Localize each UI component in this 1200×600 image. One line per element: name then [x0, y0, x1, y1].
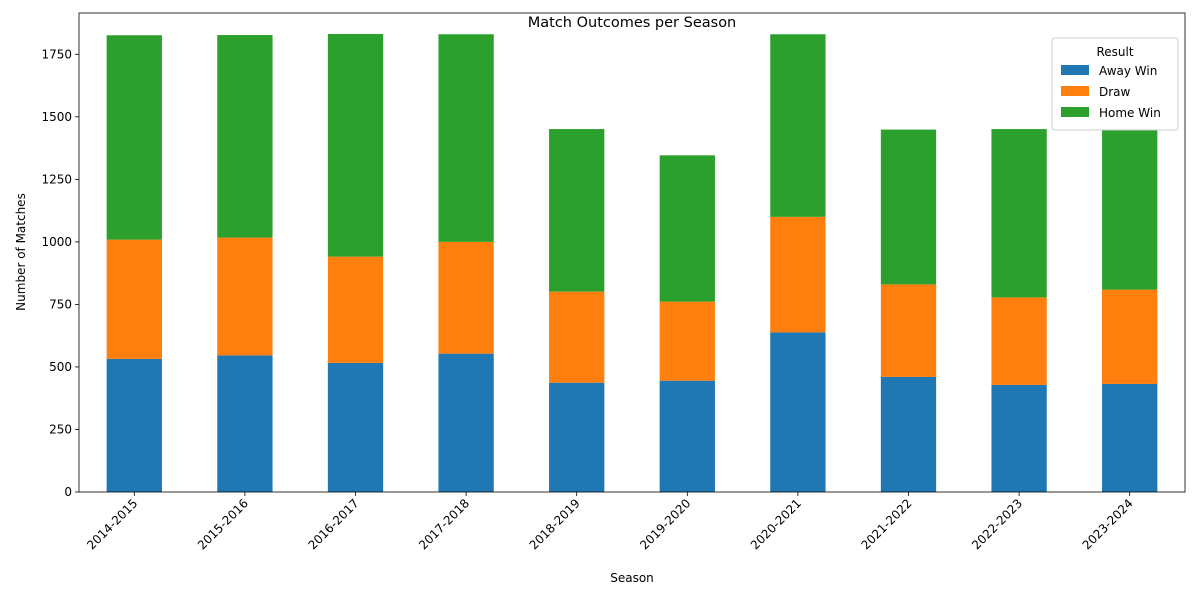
- plot-frame: [78, 12, 1186, 493]
- bar-away-win-2018-2019: [549, 382, 605, 492]
- x-axis: 2014-2015 2015-2016 2016-2017 2017-2018 2018…: [84, 492, 1136, 552]
- x-tick-label: 2018-2019: [527, 496, 583, 552]
- bar-draw-2023-2024: [1102, 289, 1158, 384]
- legend-label-away-win: Away Win: [1099, 64, 1157, 78]
- legend-swatch-away-win: [1061, 65, 1089, 75]
- bar-home-win-2020-2021: [770, 34, 826, 217]
- legend-items: Away Win Draw Home Win: [1061, 64, 1161, 120]
- x-tick-label: 2019-2020: [637, 496, 693, 552]
- bar-home-win-2016-2017: [327, 34, 384, 257]
- legend-label-home-win: Home Win: [1099, 106, 1161, 120]
- bar-away-win-2022-2023: [991, 384, 1047, 492]
- legend-title: Result: [1096, 45, 1133, 59]
- bar-draw-2019-2020: [659, 301, 715, 381]
- x-tick-label: 2023-2024: [1080, 496, 1136, 552]
- bar-draw-2020-2021: [770, 216, 826, 333]
- x-tick-label: 2015-2016: [195, 496, 251, 552]
- y-tick-label: 0: [64, 485, 72, 499]
- bar-draw-2021-2022: [880, 284, 937, 377]
- bar-draw-2016-2017: [327, 256, 384, 363]
- legend: Result Away Win Draw Home Win: [1051, 37, 1179, 131]
- y-tick-label: 500: [49, 360, 72, 374]
- bar-away-win-2015-2016: [217, 355, 273, 492]
- bar-away-win-2017-2018: [438, 353, 494, 492]
- legend-label-draw: Draw: [1099, 85, 1131, 99]
- bar-home-win-2022-2023: [991, 129, 1047, 298]
- x-axis-title: Season: [610, 571, 654, 585]
- x-tick-label: 2020-2021: [748, 496, 804, 552]
- x-tick-label: 2016-2017: [305, 496, 361, 552]
- x-tick-label: 2017-2018: [416, 496, 472, 552]
- x-tick-label: 2014-2015: [84, 496, 140, 552]
- y-tick-label: 1250: [41, 172, 72, 186]
- bar-home-win-2021-2022: [880, 129, 937, 285]
- bars-layer: [106, 34, 1158, 492]
- bar-home-win-2014-2015: [106, 35, 162, 240]
- y-tick-label: 1000: [41, 235, 72, 249]
- bar-home-win-2017-2018: [438, 34, 494, 242]
- bar-away-win-2014-2015: [106, 358, 162, 492]
- y-tick-label: 1750: [41, 47, 72, 61]
- bar-home-win-2015-2016: [217, 35, 273, 238]
- y-axis-title: Number of Matches: [14, 193, 28, 311]
- bar-away-win-2021-2022: [880, 376, 937, 492]
- bar-home-win-2018-2019: [549, 129, 605, 292]
- bar-home-win-2023-2024: [1102, 129, 1158, 290]
- legend-swatch-home-win: [1061, 107, 1089, 117]
- bar-draw-2015-2016: [217, 237, 273, 356]
- bar-draw-2018-2019: [549, 291, 605, 383]
- y-tick-label: 750: [49, 297, 72, 311]
- bar-draw-2017-2018: [438, 241, 494, 354]
- x-tick-label: 2022-2023: [969, 496, 1025, 552]
- bar-draw-2014-2015: [106, 239, 162, 359]
- chart-title: Match Outcomes per Season: [528, 15, 737, 31]
- bar-draw-2022-2023: [991, 297, 1047, 385]
- bar-away-win-2016-2017: [327, 362, 384, 492]
- legend-swatch-draw: [1061, 86, 1089, 96]
- bar-away-win-2023-2024: [1102, 383, 1158, 492]
- bar-away-win-2019-2020: [659, 380, 715, 492]
- bar-home-win-2019-2020: [659, 155, 715, 302]
- bar-away-win-2020-2021: [770, 332, 826, 492]
- y-axis: 0 250 500 750 1000 1250 1500 1750: [41, 47, 79, 499]
- y-tick-label: 250: [49, 422, 72, 436]
- y-tick-label: 1500: [41, 110, 72, 124]
- x-tick-label: 2021-2022: [858, 496, 914, 552]
